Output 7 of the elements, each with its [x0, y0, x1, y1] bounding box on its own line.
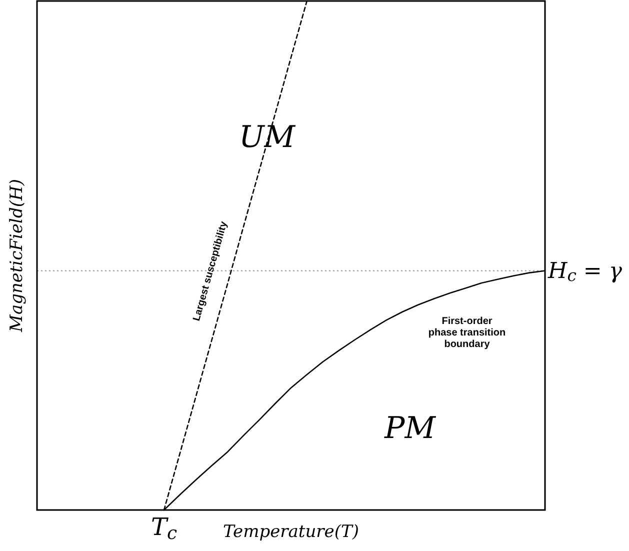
y-axis-title: MagneticField(H) — [7, 179, 27, 333]
ref-line-label: H$_{c}$ = γ — [547, 258, 623, 286]
text: T$_{c}$ — [150, 513, 178, 544]
x-axis-title: Temperature(T) — [223, 522, 359, 542]
annotation: First-order phase transition boundary — [428, 316, 506, 350]
annotation: UM — [238, 120, 296, 155]
annotation: PM — [384, 411, 437, 446]
